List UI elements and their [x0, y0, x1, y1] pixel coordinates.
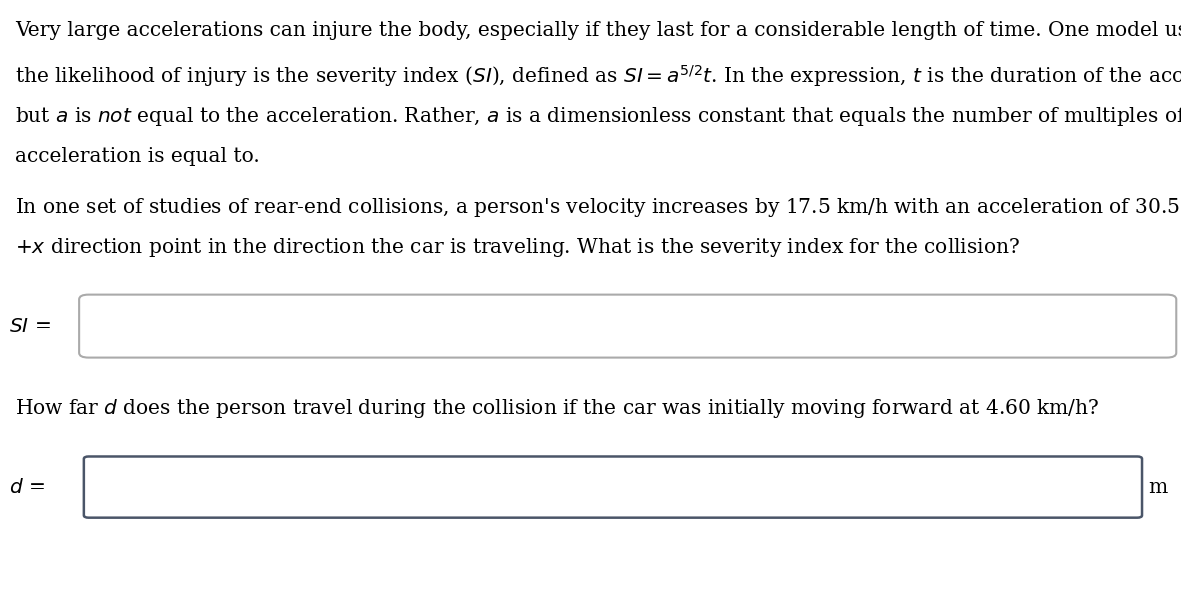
- Text: m: m: [1148, 478, 1167, 497]
- Text: Very large accelerations can injure the body, especially if they last for a cons: Very large accelerations can injure the …: [15, 21, 1181, 40]
- Text: but $a$ is $\it{not}$ equal to the acceleration. Rather, $a$ is a dimensionless : but $a$ is $\it{not}$ equal to the accel…: [15, 105, 1181, 128]
- Text: |: |: [100, 477, 107, 497]
- Text: +$x$ direction point in the direction the car is traveling. What is the severity: +$x$ direction point in the direction th…: [15, 236, 1020, 260]
- Text: In one set of studies of rear-end collisions, a person's velocity increases by 1: In one set of studies of rear-end collis…: [15, 194, 1181, 220]
- Text: $SI$ =: $SI$ =: [9, 317, 51, 336]
- Text: acceleration is equal to.: acceleration is equal to.: [15, 147, 260, 166]
- Text: 2.71: 2.71: [103, 317, 148, 336]
- Text: How far $d$ does the person travel during the collision if the car was initially: How far $d$ does the person travel durin…: [15, 397, 1100, 421]
- Text: $d$ =: $d$ =: [9, 478, 45, 497]
- Text: the likelihood of injury is the severity index ($SI$), defined as $SI = a^{5/2}t: the likelihood of injury is the severity…: [15, 63, 1181, 89]
